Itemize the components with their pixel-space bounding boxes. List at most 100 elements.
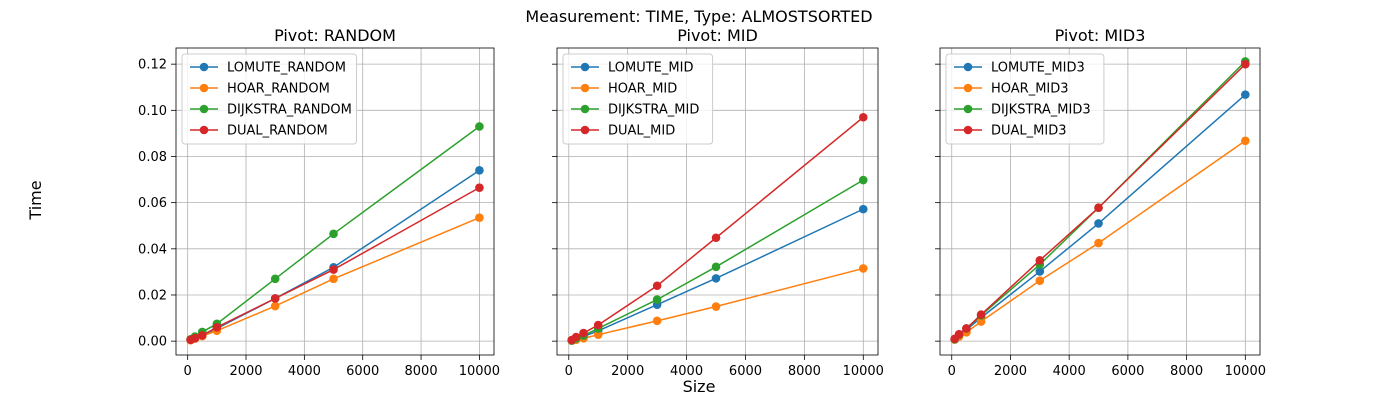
chart-panels: 0 2000 4000 6000 8000 10000 0.00 0.02 0.04 0.06 0.… (138, 26, 1266, 379)
data-point (270, 274, 280, 284)
data-point (858, 175, 868, 185)
data-point (711, 262, 721, 272)
legend-frame (181, 53, 357, 145)
legend-label: DIJKSTRA_RANDOM (227, 103, 352, 118)
x-tick-label: 6000 (346, 364, 379, 379)
data-point (711, 274, 721, 283)
data-point (329, 265, 338, 274)
legend-frame (562, 53, 714, 145)
data-point (1241, 59, 1250, 69)
legend-marker (199, 125, 209, 135)
y-tick-label: 0.10 (138, 104, 167, 119)
legend: LOMUTE_MID HOAR_MID DIJKSTRA_MID DUAL_MID (562, 53, 714, 145)
legend-label: DUAL_MID3 (991, 124, 1067, 139)
x-tick-label: 6000 (729, 364, 762, 379)
data-point (1241, 90, 1250, 99)
legend-marker (580, 62, 590, 72)
x-tick-label: 2000 (229, 364, 262, 379)
data-point (329, 229, 338, 239)
data-point (962, 324, 971, 333)
legend-marker (199, 83, 209, 93)
legend-frame (945, 53, 1105, 145)
data-point (652, 295, 662, 304)
y-tick-label: 0.02 (138, 288, 167, 303)
y-tick-label: 0.08 (138, 150, 167, 165)
data-point (652, 281, 662, 291)
series-line (571, 179, 864, 342)
x-tick-label: 4000 (670, 364, 703, 379)
legend-label: DUAL_RANDOM (227, 124, 328, 139)
data-point (652, 316, 662, 326)
legend-label: LOMUTE_MID3 (991, 61, 1085, 76)
data-point (475, 166, 484, 175)
x-tick-label: 0 (184, 364, 192, 379)
data-point (711, 233, 721, 243)
y-tick-label: 0.04 (138, 242, 167, 257)
data-point (858, 112, 868, 122)
data-point (711, 302, 721, 311)
x-tick-label: 6000 (1111, 364, 1144, 379)
x-tick-label: 4000 (288, 364, 321, 379)
data-point (190, 333, 200, 343)
legend-label: LOMUTE_MID (608, 61, 693, 76)
legend-marker (963, 104, 973, 114)
x-tick-label: 4000 (1053, 364, 1086, 379)
legend-label: DUAL_MID (608, 124, 675, 139)
legend-label: DIJKSTRA_MID (608, 103, 699, 118)
panel-3: 0 2000 4000 6000 8000 10000 Pivot: MID3 LOMUTE_… (935, 26, 1266, 379)
x-tick-label: 8000 (1170, 364, 1203, 379)
panel-1: 0 2000 4000 6000 8000 10000 0.00 0.02 0.04 0.06 0.… (138, 26, 500, 379)
data-point (571, 332, 581, 342)
panel-2: 0 2000 4000 6000 8000 10000 Pivot: MID LOMUTE_M… (552, 26, 884, 379)
data-point (212, 323, 222, 332)
legend-label: HOAR_RANDOM (227, 82, 330, 97)
legend: LOMUTE_MID3 HOAR_MID3 DIJKSTRA_MID3 DUAL_MI… (945, 53, 1105, 145)
plot-frame (175, 47, 495, 356)
x-tick-label: 10000 (459, 364, 500, 379)
data-point (976, 310, 986, 319)
data-point (475, 183, 484, 192)
y-axis-label: Time (26, 180, 45, 220)
x-tick-label: 8000 (405, 364, 438, 379)
data-point (1035, 267, 1045, 276)
data-point (1241, 136, 1250, 146)
legend-marker (580, 83, 590, 93)
legend-marker (580, 125, 590, 135)
panel-title: Pivot: MID3 (1055, 26, 1146, 45)
data-point (593, 330, 603, 339)
data-point (858, 204, 868, 214)
data-point (579, 328, 588, 338)
y-tick-label: 0.00 (138, 335, 167, 350)
data-point (976, 317, 986, 326)
legend-label: LOMUTE_RANDOM (227, 61, 346, 76)
data-point (858, 264, 868, 273)
data-point (593, 320, 603, 330)
legend: LOMUTE_RANDOM HOAR_RANDOM DIJKSTRA_RANDOM D… (181, 53, 357, 145)
legend-label: HOAR_MID3 (991, 82, 1069, 97)
data-point (954, 329, 964, 339)
legend-marker (199, 62, 209, 72)
figure-suptitle: Measurement: TIME, Type: ALMOSTSORTED (525, 7, 872, 26)
legend-marker (963, 83, 973, 93)
legend-marker (963, 125, 973, 135)
legend-label: HOAR_MID (608, 82, 677, 97)
data-point (475, 122, 484, 131)
data-point (329, 274, 338, 284)
data-point (1035, 256, 1045, 265)
data-point (475, 213, 484, 222)
data-point (270, 301, 280, 311)
x-axis-label: Size (683, 377, 716, 396)
plot-frame (556, 47, 879, 356)
legend-marker (199, 104, 209, 114)
panel-title: Pivot: MID (677, 26, 758, 45)
legend-marker (963, 62, 973, 72)
data-point (1094, 238, 1103, 248)
x-tick-label: 0 (948, 364, 956, 379)
x-tick-label: 10000 (1225, 364, 1266, 379)
data-point (1094, 203, 1103, 213)
x-tick-label: 2000 (611, 364, 644, 379)
panel-title: Pivot: RANDOM (274, 26, 396, 45)
legend-marker (580, 104, 590, 114)
x-tick-label: 8000 (788, 364, 821, 379)
